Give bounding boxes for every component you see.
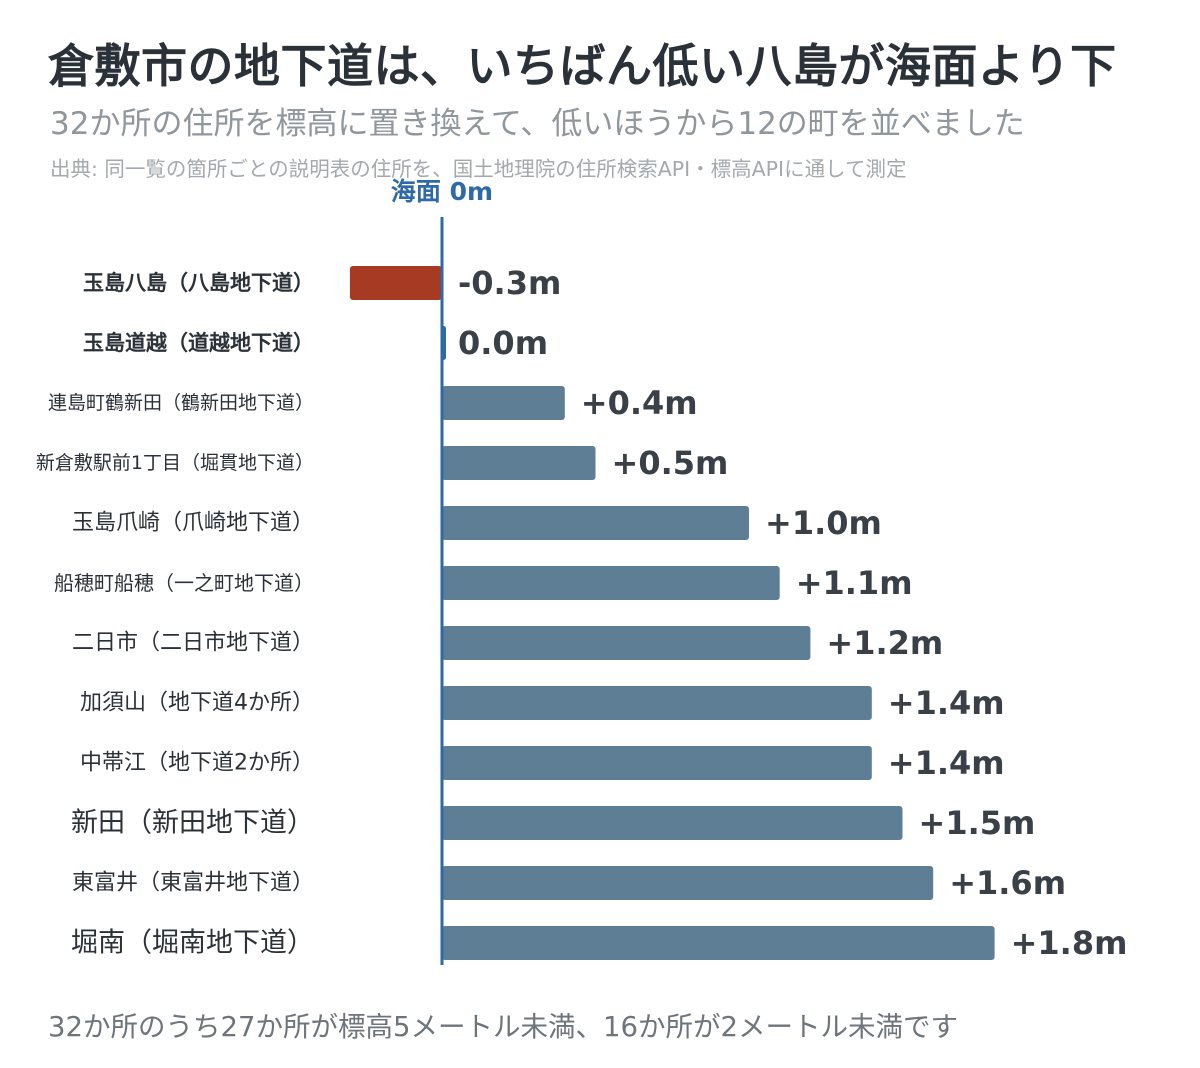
value-label: +1.4m — [888, 744, 1005, 782]
bar — [349, 266, 442, 300]
chart-source-note: 出典: 同一覧の箇所ごとの説明表の住所を、国土地理院の住所検索API・標高API… — [50, 157, 907, 181]
bar — [442, 746, 872, 780]
category-label: 玉島八島（八島地下道） — [83, 271, 314, 295]
bar — [442, 686, 872, 720]
value-label: +1.0m — [765, 504, 882, 542]
category-label: 新田（新田地下道） — [71, 808, 314, 839]
value-label: +1.6m — [949, 864, 1066, 902]
category-label: 堀南（堀南地下道） — [71, 928, 314, 959]
value-label: +1.4m — [888, 684, 1005, 722]
chart-title: 倉敷市の地下道は、いちばん低い八島が海面より下 — [48, 39, 1117, 93]
category-label: 加須山（地下道4か所） — [80, 691, 314, 716]
bar — [442, 806, 903, 840]
category-label: 玉島道越（道越地下道） — [83, 331, 314, 355]
value-label: +0.4m — [581, 384, 698, 422]
chart-subtitle: 32か所の住所を標高に置き換えて、低いほうから12の町を並べました — [50, 106, 1025, 142]
category-label: 中帯江（地下道2か所） — [80, 751, 314, 776]
zero-line-label: 海面 0m — [391, 177, 493, 206]
bar — [442, 446, 596, 480]
chart-footnote: 32か所のうち27か所が標高5メートル未満、16か所が2メートル未満です — [48, 1011, 958, 1043]
value-label: +0.5m — [612, 444, 729, 482]
value-label: -0.3m — [458, 264, 561, 302]
category-label: 連島町鶴新田（鶴新田地下道） — [48, 392, 314, 414]
bar — [442, 926, 995, 960]
value-label: 0.0m — [458, 324, 548, 362]
value-label: +1.8m — [1011, 924, 1128, 962]
category-label: 船穂町船穂（一之町地下道） — [54, 571, 314, 595]
bar — [442, 626, 811, 660]
bar — [442, 566, 780, 600]
category-label: 二日市（二日市地下道） — [72, 631, 314, 656]
bar — [442, 386, 565, 420]
bar — [442, 506, 749, 540]
category-label: 新倉敷駅前1丁目（堀貫地下道） — [36, 452, 314, 474]
category-label: 玉島爪崎（爪崎地下道） — [72, 511, 314, 536]
value-label: +1.2m — [826, 624, 943, 662]
value-label: +1.1m — [796, 564, 913, 602]
bar — [442, 866, 934, 900]
value-label: +1.5m — [919, 804, 1036, 842]
category-label: 東富井（東富井地下道） — [72, 871, 314, 896]
